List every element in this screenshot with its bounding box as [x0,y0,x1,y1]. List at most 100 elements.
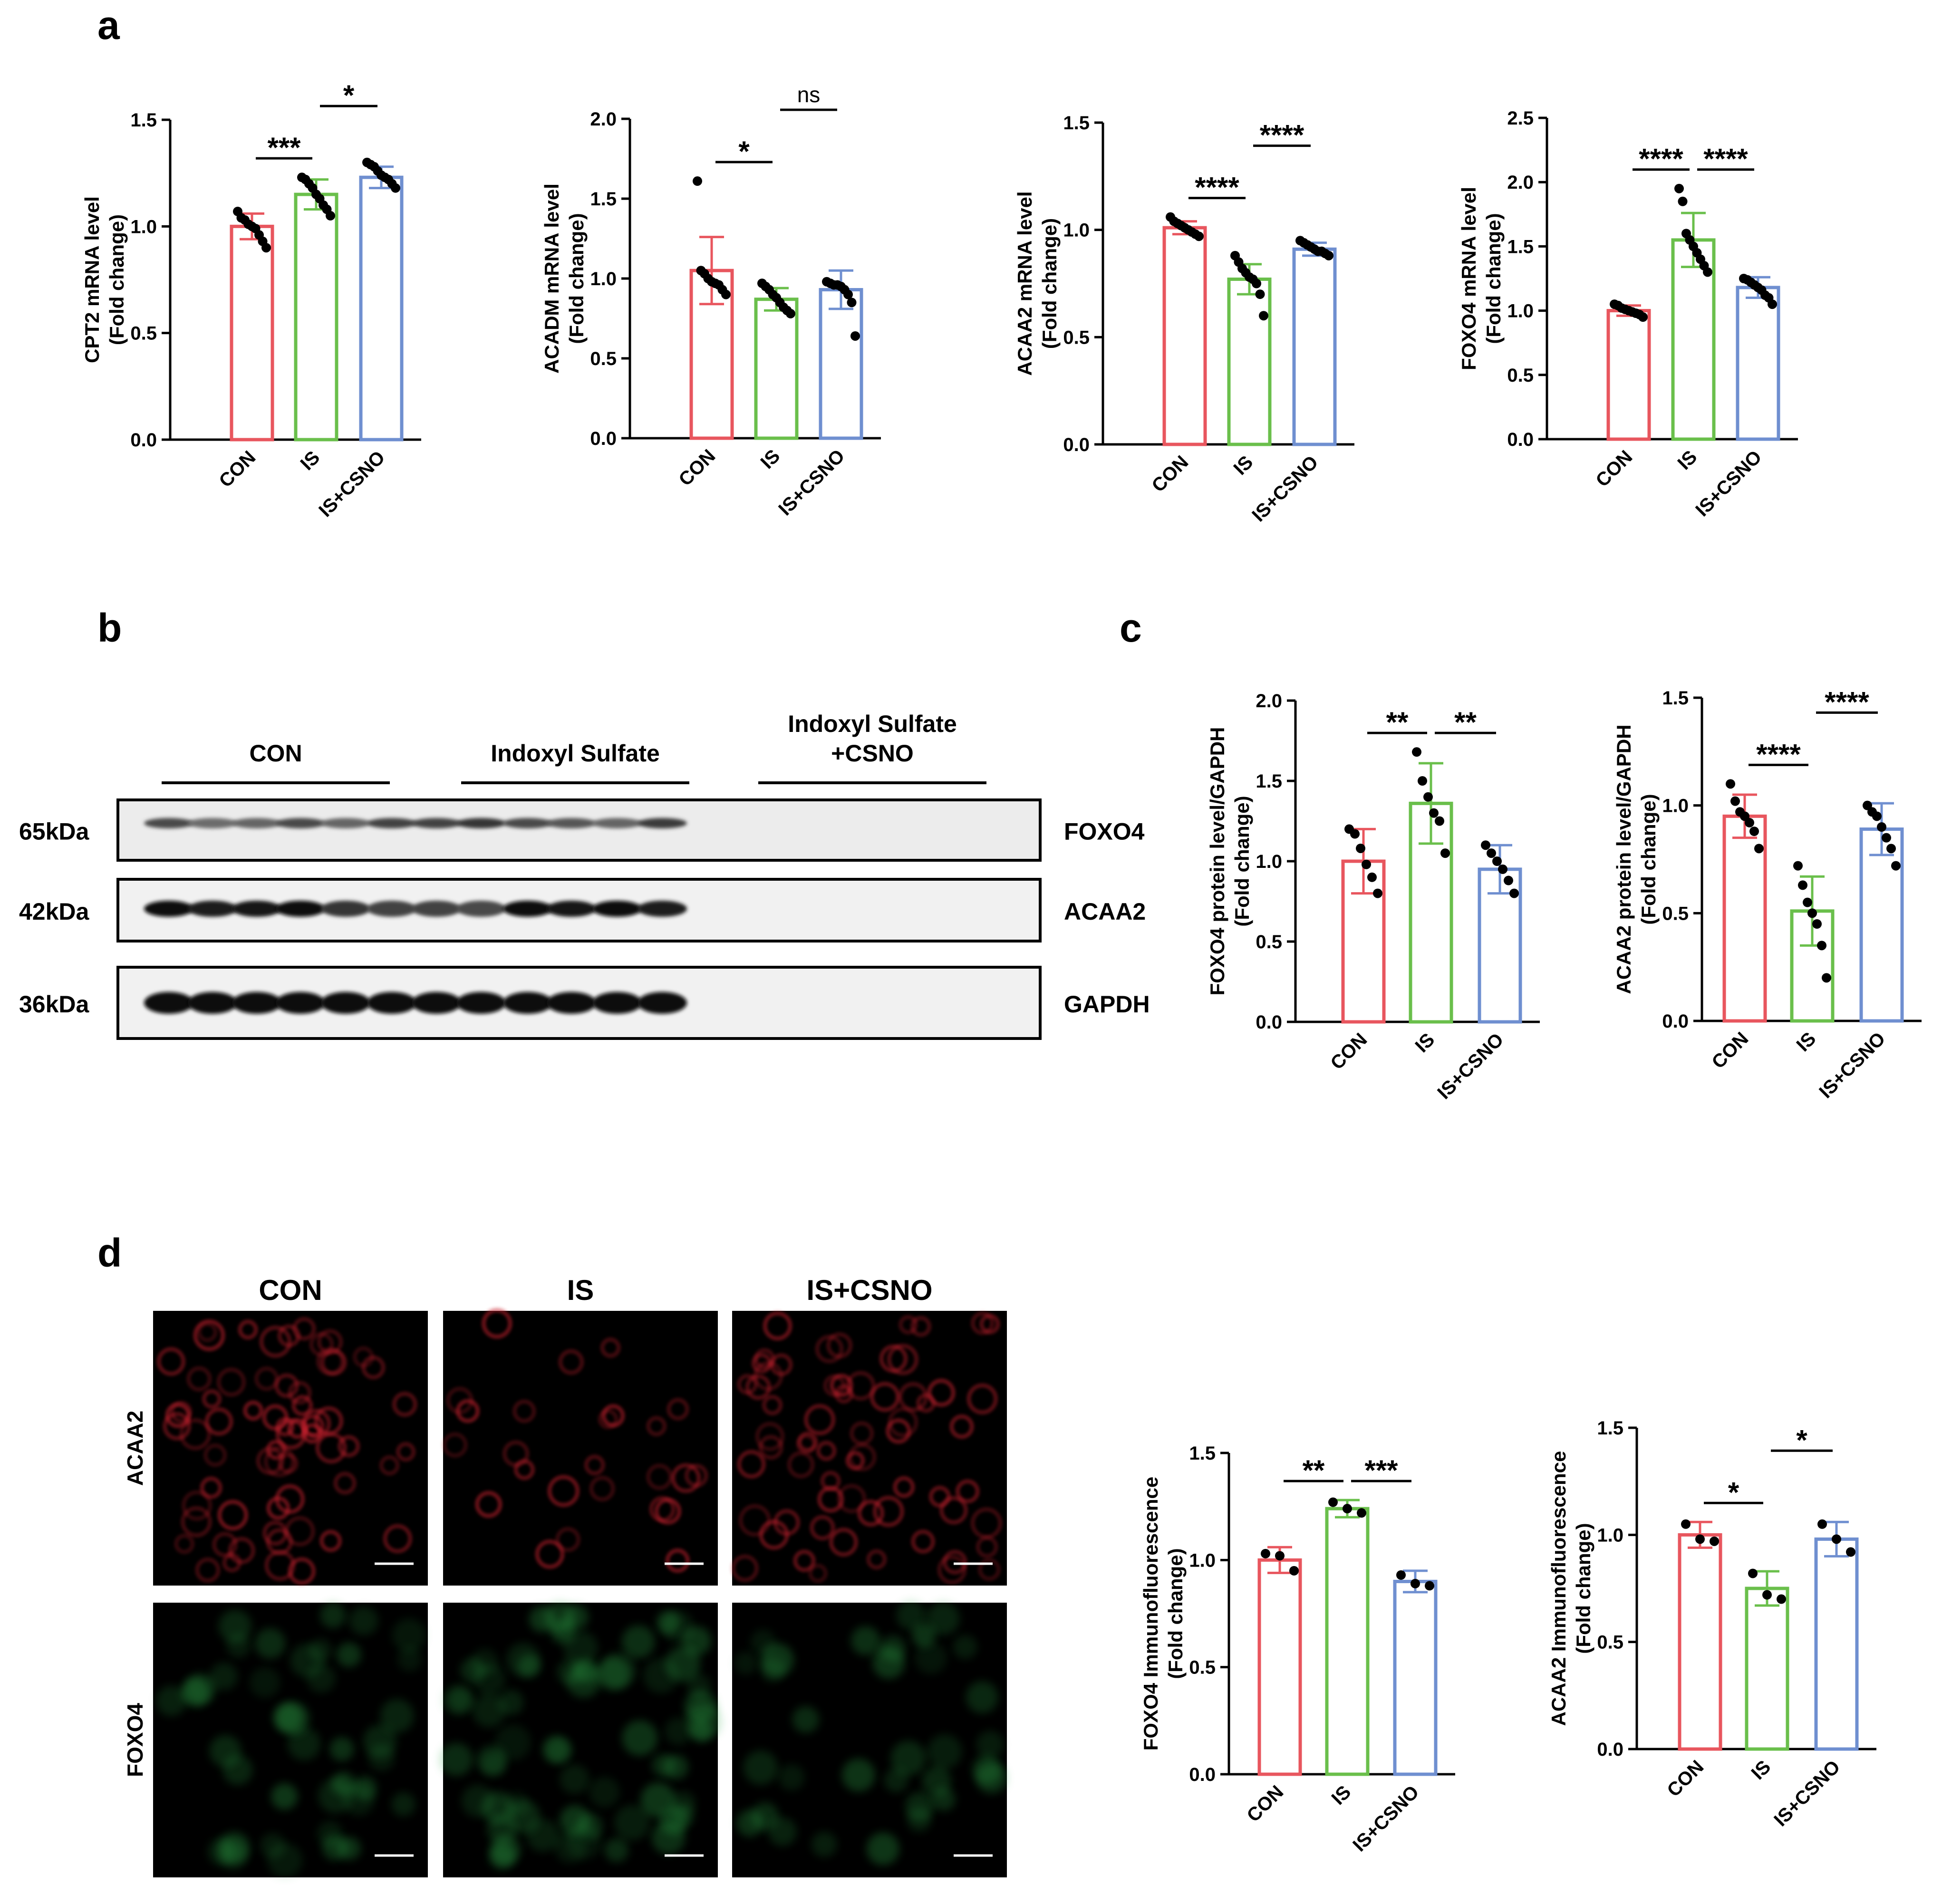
cell [899,1315,918,1334]
data-point [1817,1519,1827,1529]
x-tick-label: IS [1748,1756,1775,1784]
data-point [1803,897,1812,907]
y-tick-label: 1.5 [1063,113,1090,134]
data-point [1846,1547,1855,1557]
data-point [1891,861,1901,871]
molecular-weight-label: 36kDa [19,991,90,1018]
data-point [1726,779,1735,789]
cell [614,1805,650,1841]
blot-band [592,901,642,917]
x-tick-label: IS+CSNO [1815,1028,1889,1102]
cell [210,1662,238,1691]
blot-band [188,901,237,917]
cell [482,1752,506,1777]
x-tick-label: CON [1326,1029,1371,1074]
blot-band [276,901,325,917]
cell [314,1407,343,1435]
y-tick-label: 1.5 [1507,236,1534,257]
y-tick-label: 0.5 [1063,327,1090,348]
cell [866,1832,899,1866]
blot-band [412,901,461,917]
micrograph-row-label: FOXO4 [123,1703,147,1777]
cell [932,1787,956,1811]
data-point [1762,1590,1772,1600]
y-tick-label: 0.0 [590,428,617,449]
y-tick-label: 1.0 [1063,220,1090,241]
y-tick-label: 0.0 [1597,1739,1623,1760]
data-point [1749,827,1759,837]
blot-band [144,818,193,828]
blot-band [276,818,325,828]
cell [397,1647,422,1672]
cell [943,1550,967,1574]
cell [503,1441,529,1467]
data-point [1429,808,1439,818]
data-point [786,308,795,318]
blot-band [321,818,370,828]
blot-band [321,992,370,1014]
y-tick-label: 1.0 [130,216,157,237]
cell [888,1407,918,1437]
bar-CON [1162,226,1207,446]
cell [666,1549,689,1572]
bar-chart-5: 0.0 0.5 1.0 1.5 2.0 FOXO4 protein level/GAPDH… [1206,691,1540,1103]
cell [329,1737,354,1761]
cell [255,1628,286,1659]
data-point [1710,1536,1719,1546]
x-tick-label: IS [1411,1029,1439,1057]
cell [796,1434,816,1453]
cell [810,1515,835,1540]
cell [535,1540,564,1568]
cell [622,1720,658,1756]
y-axis-label: FOXO4 mRNA level [1458,187,1480,370]
y-tick-label: 1.0 [590,269,617,289]
significance-label: **** [1260,119,1304,151]
cell [671,1791,696,1816]
data-point [1261,1548,1270,1558]
data-point [1396,1570,1406,1580]
cell [273,1702,302,1732]
panel-label-c: c [1120,606,1142,650]
significance-label: **** [1703,143,1748,175]
data-point [1807,908,1817,918]
y-tick-label: 0.5 [130,323,157,344]
cell [846,1371,875,1400]
data-point [1832,1534,1841,1544]
cell [213,1532,237,1557]
micrograph-column-label: IS+CSNO [806,1274,932,1306]
cell [812,1831,837,1857]
blot-band [547,901,596,917]
cell [604,1838,628,1863]
cell [585,1455,605,1475]
cell [907,1807,932,1832]
cell [651,1821,686,1855]
x-tick-label: CON [675,445,719,490]
data-point [1328,1497,1338,1507]
cell [647,1416,666,1436]
micrograph-row-label: ACAA2 [123,1411,147,1486]
bar-CON [1606,309,1651,441]
cell [737,1450,765,1478]
cell [851,1626,880,1655]
x-tick-label: IS [1230,452,1257,479]
cell [655,1498,681,1524]
blot-band [592,818,642,828]
y-axis-label: FOXO4 protein level/GAPDH [1206,727,1228,996]
cell [165,1403,190,1428]
cell [743,1750,778,1785]
y-tick-label: 1.0 [1507,301,1534,322]
cell [264,1446,295,1477]
blot-band [367,901,416,917]
blot-group-label: +CSNO [831,740,914,767]
cell [320,1530,341,1552]
data-point [391,183,400,193]
significance-label: * [1728,1476,1739,1508]
x-tick-label: IS [1793,1028,1820,1056]
blot-band [276,992,325,1014]
y-tick-label: 1.5 [130,110,157,131]
y-axis-label: (Fold change) [1637,794,1660,924]
cell [495,1724,531,1760]
panel-label-b: b [97,606,122,650]
blot-membrane-FOXO4 [116,798,1042,862]
